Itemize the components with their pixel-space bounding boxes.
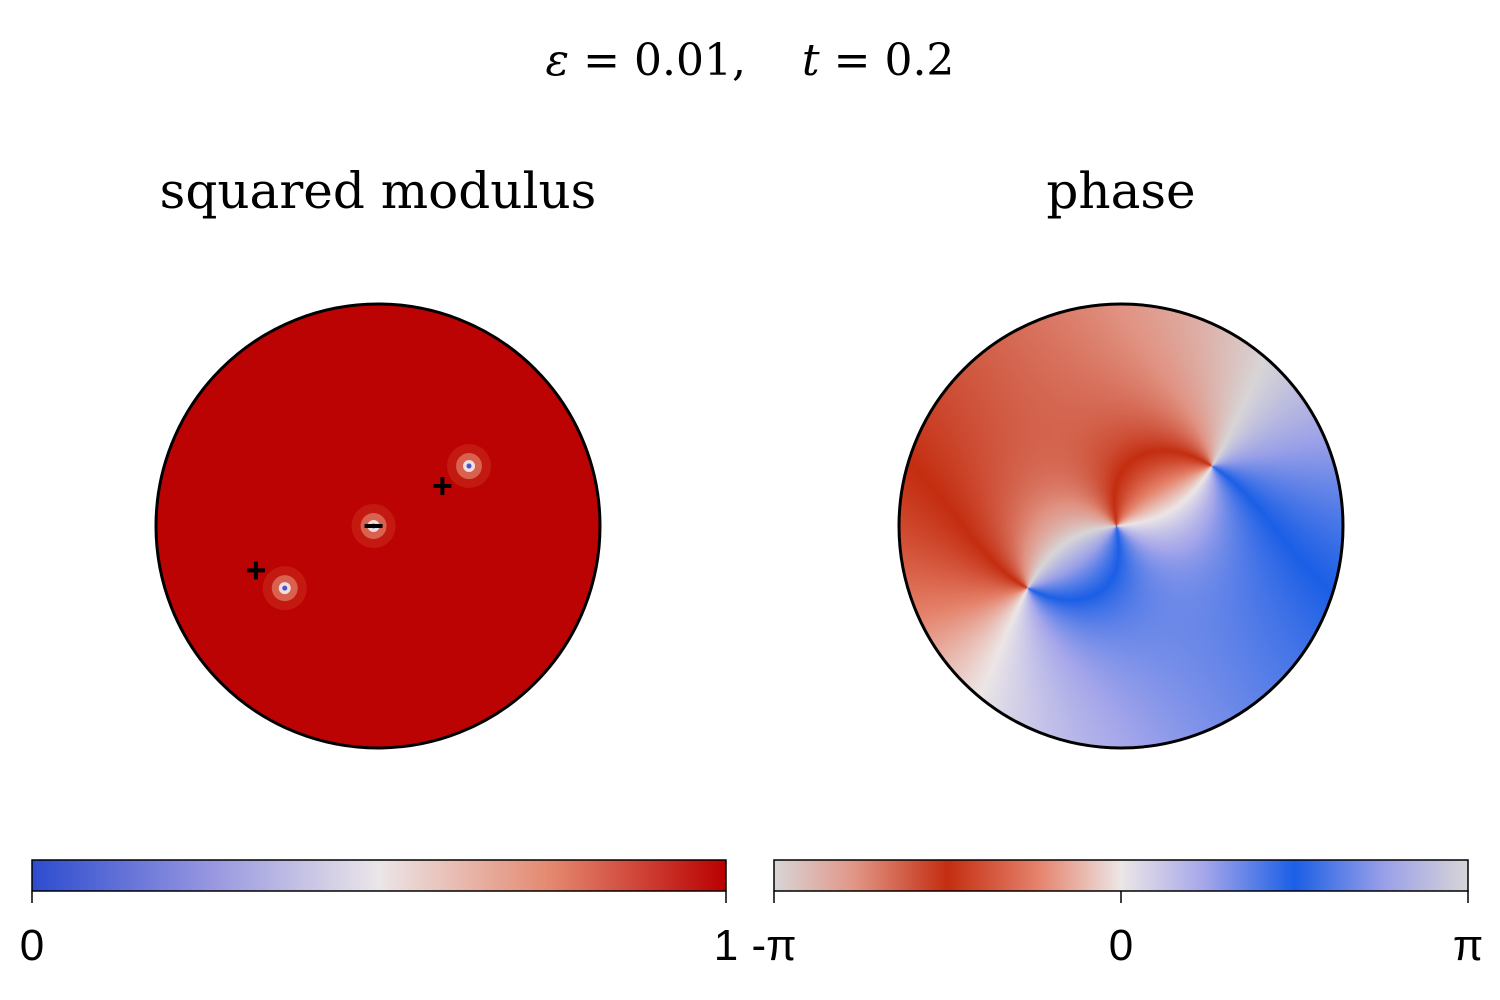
colorbar-phase-tick-label: 0 — [1109, 921, 1133, 970]
title-part: = 0.01, — [569, 35, 746, 86]
figure-title: ε = 0.01, t = 0.2 — [546, 35, 955, 86]
panel-phase: phase — [897, 162, 1345, 750]
panel-title-modulus: squared modulus — [160, 162, 597, 220]
colorbar-phase-gradient — [773, 859, 1469, 892]
panel-squared-modulus: squared modulus — [154, 162, 602, 750]
phase-heatmap — [899, 304, 1343, 748]
phase-disk-boundary — [897, 302, 1345, 750]
title-part: = 0.2 — [820, 35, 955, 86]
colorbar-modulus-tick-label: 0 — [20, 921, 44, 970]
modulus-disk-boundary — [154, 302, 602, 750]
vortex-markers — [246, 477, 452, 580]
colorbar-phase-tick-label: π — [1453, 921, 1483, 970]
phase-field-image — [899, 304, 1343, 748]
title-part — [746, 35, 802, 86]
colorbar-phase-tick-label: -π — [751, 921, 796, 970]
colorbar-phase: -π 0 π — [751, 859, 1483, 970]
vortex-zero — [466, 463, 472, 469]
title-part: ε — [546, 35, 570, 86]
panel-title-phase: phase — [1046, 162, 1195, 220]
colorbar-modulus-gradient — [31, 859, 727, 892]
title-part: t — [802, 35, 820, 86]
colorbar-modulus-tick-label: 1 — [714, 921, 738, 970]
vortex-zero — [282, 585, 288, 591]
